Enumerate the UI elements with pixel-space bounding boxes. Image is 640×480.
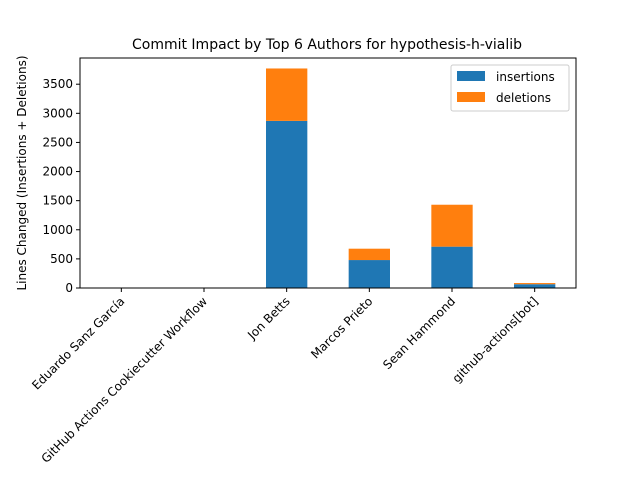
x-tick-label: Jon Betts: [244, 294, 292, 342]
chart-title: Commit Impact by Top 6 Authors for hypot…: [132, 37, 522, 53]
x-tick-label: github-actions[bot]: [450, 294, 541, 385]
y-axis-label: Lines Changed (Insertions + Deletions): [15, 55, 29, 290]
bar-insertions-3: [348, 260, 390, 288]
bar-insertions-2: [266, 120, 308, 288]
bar-deletions-2: [266, 68, 308, 121]
x-tick-label: GitHub Actions Cookiecutter Workflow: [39, 294, 211, 466]
x-tick-label: Marcos Prieto: [308, 294, 375, 361]
y-axis: 0 500 1000 1500 2000 2500 3000 3500: [42, 77, 80, 295]
legend-swatch-insertions: [457, 71, 485, 81]
bar-insertions-5: [514, 284, 556, 288]
y-tick-label: 500: [50, 252, 73, 266]
x-tick-label: Sean Hammond: [380, 294, 458, 372]
y-tick-label: 2500: [42, 135, 73, 149]
legend-label-insertions: insertions: [496, 70, 555, 84]
legend-label-deletions: deletions: [496, 91, 551, 105]
legend-swatch-deletions: [457, 92, 485, 102]
bars-group: [100, 68, 556, 288]
y-tick-label: 0: [65, 281, 73, 295]
bar-deletions-4: [431, 204, 473, 247]
plot-frame: [79, 57, 577, 289]
y-tick-label: 3000: [42, 106, 73, 120]
y-tick-label: 1500: [42, 194, 73, 208]
legend: insertions deletions: [450, 64, 570, 112]
bar-insertions-4: [431, 246, 473, 288]
y-tick-label: 3500: [42, 77, 73, 91]
y-tick-label: 1000: [42, 223, 73, 237]
bar-deletions-3: [348, 248, 390, 261]
y-tick-label: 2000: [42, 165, 73, 179]
bar-deletions-5: [514, 283, 556, 285]
x-tick-label: Eduardo Sanz García: [29, 294, 127, 392]
